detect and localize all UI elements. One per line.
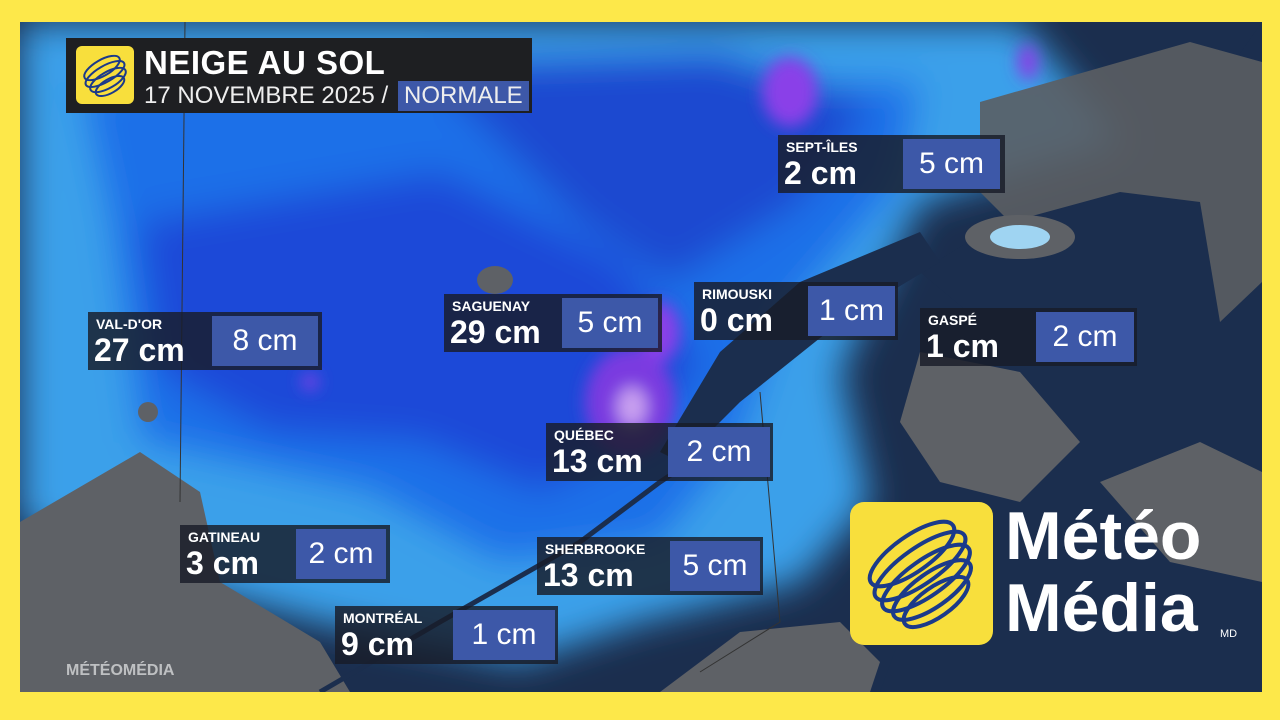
snow-value: 2 cm	[784, 155, 857, 191]
brand-line-1: Météo	[1005, 498, 1202, 574]
snow-value: 0 cm	[700, 302, 773, 338]
meteomedia-brand-logo-icon	[850, 502, 993, 645]
location-label-montreal: MONTRÉAL 9 cm 1 cm	[335, 606, 558, 664]
location-label-gaspe: GASPÉ 1 cm 2 cm	[920, 308, 1137, 366]
location-label-sept-iles: SEPT-ÎLES 2 cm 5 cm	[778, 135, 1005, 193]
location-label-rimouski: RIMOUSKI 0 cm 1 cm	[694, 282, 898, 340]
normal-value: 5 cm	[670, 541, 760, 591]
meteomedia-logo-icon	[76, 46, 134, 104]
city-name: SEPT-ÎLES	[786, 139, 858, 155]
snow-value: 29 cm	[450, 314, 541, 350]
snow-value: 3 cm	[186, 545, 259, 581]
city-name: MONTRÉAL	[343, 610, 423, 626]
snow-value: 1 cm	[926, 328, 999, 364]
normal-value: 8 cm	[212, 316, 318, 366]
normal-value: 2 cm	[1036, 312, 1134, 362]
normal-value: 1 cm	[453, 610, 555, 660]
snow-value: 27 cm	[94, 332, 185, 368]
normal-badge: NORMALE	[398, 81, 529, 111]
city-name: SAGUENAY	[452, 298, 531, 314]
snow-value: 9 cm	[341, 626, 414, 662]
brand-wordmark: Météo Média	[1005, 500, 1201, 644]
normal-value: 5 cm	[903, 139, 1000, 189]
snow-value: 13 cm	[543, 557, 634, 593]
normal-value: 2 cm	[668, 427, 770, 477]
location-label-gatineau: GATINEAU 3 cm 2 cm	[180, 525, 390, 583]
snow-value: 13 cm	[552, 443, 643, 479]
city-name: RIMOUSKI	[702, 286, 772, 302]
title-panel: NEIGE AU SOL 17 NOVEMBRE 2025 / NORMALE	[66, 38, 532, 113]
location-label-saguenay: SAGUENAY 29 cm 5 cm	[444, 294, 662, 352]
city-name: QUÉBEC	[554, 427, 614, 443]
city-name: GASPÉ	[928, 312, 978, 328]
normal-value: 2 cm	[296, 529, 386, 579]
normal-value: 5 cm	[562, 298, 658, 348]
city-name: SHERBROOKE	[545, 541, 646, 557]
map-date: 17 NOVEMBRE 2025 /	[144, 82, 389, 109]
location-label-val-dor: VAL-D'OR 27 cm 8 cm	[88, 312, 322, 370]
location-label-quebec: QUÉBEC 13 cm 2 cm	[546, 423, 773, 481]
watermark: MÉTÉOMÉDIA	[66, 662, 175, 679]
location-label-sherbrooke: SHERBROOKE 13 cm 5 cm	[537, 537, 763, 595]
brand-line-2: Média	[1005, 570, 1198, 646]
city-name: GATINEAU	[188, 529, 261, 545]
city-name: VAL-D'OR	[96, 316, 163, 332]
normal-value: 1 cm	[808, 286, 895, 336]
brand-trademark: MD	[1220, 628, 1238, 640]
map-title: NEIGE AU SOL	[144, 44, 386, 81]
